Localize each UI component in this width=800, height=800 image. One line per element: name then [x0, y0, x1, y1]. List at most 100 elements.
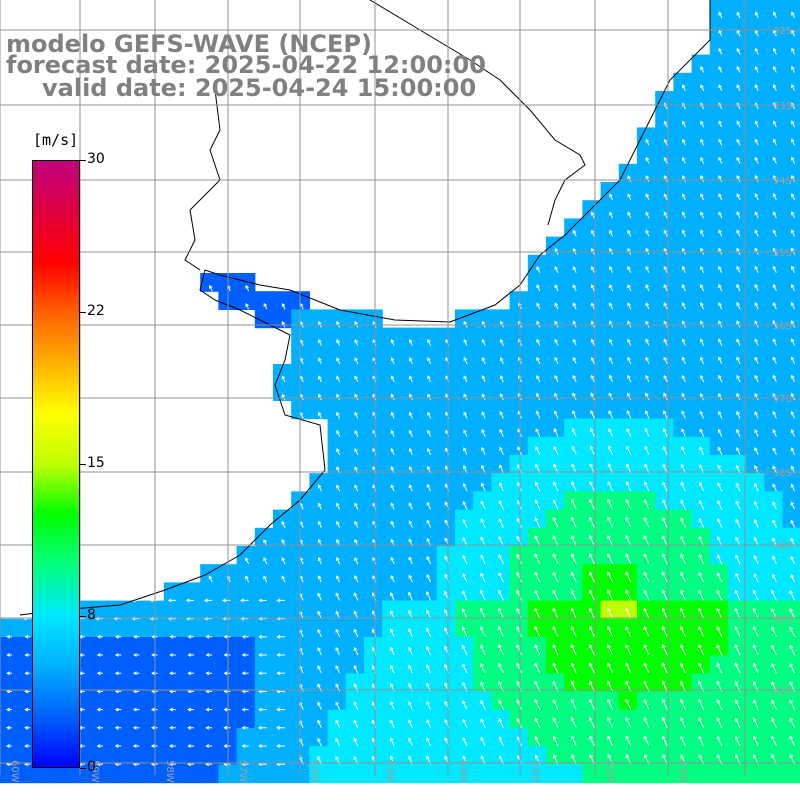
wind-arrow [552, 717, 559, 729]
wind-speed-cell [400, 564, 420, 583]
wind-speed-cell [109, 655, 128, 674]
wind-arrow [425, 627, 432, 638]
wind-speed-cell [309, 546, 329, 565]
wind-speed-cell [473, 309, 492, 329]
wind-arrow [390, 393, 395, 401]
wind-speed-cell [527, 309, 547, 329]
wind-speed-cell [455, 728, 474, 747]
wind-speed-cell [746, 54, 765, 74]
wind-arrow [590, 284, 595, 292]
wind-speed-cell [91, 746, 110, 765]
wind-speed-cell [400, 582, 420, 602]
wind-arrow [790, 447, 796, 456]
wind-speed-cell [764, 200, 784, 219]
wind-arrow [354, 393, 359, 401]
wind-speed-cell [345, 418, 365, 438]
border-path [369, 0, 586, 226]
wind-arrow [643, 516, 650, 528]
wind-arrow [754, 211, 759, 219]
wind-arrow [481, 338, 486, 346]
wind-arrow [276, 653, 285, 657]
wind-speed-cell [709, 182, 729, 201]
wind-speed-cell [582, 254, 602, 274]
wind-speed-cell [345, 382, 365, 401]
wind-arrow [354, 520, 359, 528]
wind-arrow [718, 138, 723, 146]
wind-speed-cell [418, 527, 438, 547]
wind-arrow [241, 634, 249, 639]
wind-speed-cell [655, 382, 674, 401]
wind-speed-cell [327, 364, 347, 383]
wind-speed-cell [728, 254, 747, 274]
wind-arrow [353, 628, 359, 638]
wind-arrow [462, 536, 468, 547]
longitude-label: 60W [9, 760, 20, 783]
wind-arrow [426, 701, 432, 710]
wind-arrow [499, 302, 504, 310]
wind-speed-cell [364, 709, 383, 729]
wind-arrow [661, 517, 668, 528]
wind-arrow [645, 320, 650, 328]
wind-speed-cell [746, 527, 765, 547]
wind-arrow [609, 229, 614, 237]
wind-speed-cell [691, 746, 711, 765]
wind-arrow [408, 701, 413, 710]
wind-arrow [534, 644, 541, 656]
wind-speed-cell [582, 364, 602, 383]
wind-arrow [427, 447, 432, 456]
wind-speed-cell [291, 400, 310, 420]
wind-arrow [354, 357, 359, 365]
wind-arrow [24, 744, 31, 748]
wind-arrow [753, 482, 759, 492]
wind-speed-cell [236, 728, 256, 747]
wind-speed-cell [473, 527, 492, 547]
wind-arrow [187, 634, 194, 639]
wind-arrow [716, 572, 723, 583]
wind-speed-cell [655, 254, 674, 274]
wind-speed-cell [418, 473, 438, 492]
wind-arrow [754, 47, 759, 55]
wind-arrow [353, 737, 359, 747]
wind-arrow [717, 518, 723, 528]
wind-arrow [462, 482, 468, 492]
wind-speed-cell [473, 436, 492, 456]
wind-speed-cell [163, 618, 183, 638]
wind-speed-cell [345, 364, 365, 383]
wind-arrow [132, 707, 140, 712]
wind-speed-cell [691, 54, 711, 74]
wind-arrow [408, 502, 413, 510]
wind-arrow [589, 481, 595, 492]
wind-speed-cell [618, 400, 638, 420]
wind-speed-cell [400, 455, 420, 474]
wind-speed-cell [236, 600, 256, 620]
wind-speed-cell [637, 436, 656, 456]
wind-arrow [754, 120, 759, 128]
wind-arrow [698, 571, 705, 583]
wind-speed-cell [546, 291, 565, 310]
wind-arrow [6, 744, 12, 748]
wind-speed-cell [455, 527, 474, 547]
wind-arrow [317, 719, 322, 729]
wind-speed-cell [782, 236, 800, 256]
wind-arrow [736, 193, 741, 201]
wind-speed-cell [746, 127, 765, 147]
wind-arrow [790, 574, 796, 583]
wind-arrow [317, 701, 322, 710]
wind-arrow [336, 484, 341, 492]
wind-arrow [497, 589, 504, 601]
wind-speed-cell [691, 91, 711, 110]
wind-arrow [390, 375, 395, 383]
wind-speed-cell [364, 637, 383, 656]
wind-speed-cell [764, 36, 784, 56]
wind-speed-cell [382, 618, 401, 638]
wind-speed-cell [728, 345, 747, 365]
wind-arrow [790, 429, 796, 437]
wind-speed-cell [491, 746, 511, 765]
wind-speed-cell [345, 564, 365, 583]
wind-speed-cell [782, 0, 800, 19]
wind-arrow [698, 625, 705, 638]
wind-arrow [481, 393, 486, 401]
wind-speed-cell [473, 473, 492, 492]
wind-arrow [607, 644, 614, 656]
wind-speed-cell [564, 327, 583, 347]
